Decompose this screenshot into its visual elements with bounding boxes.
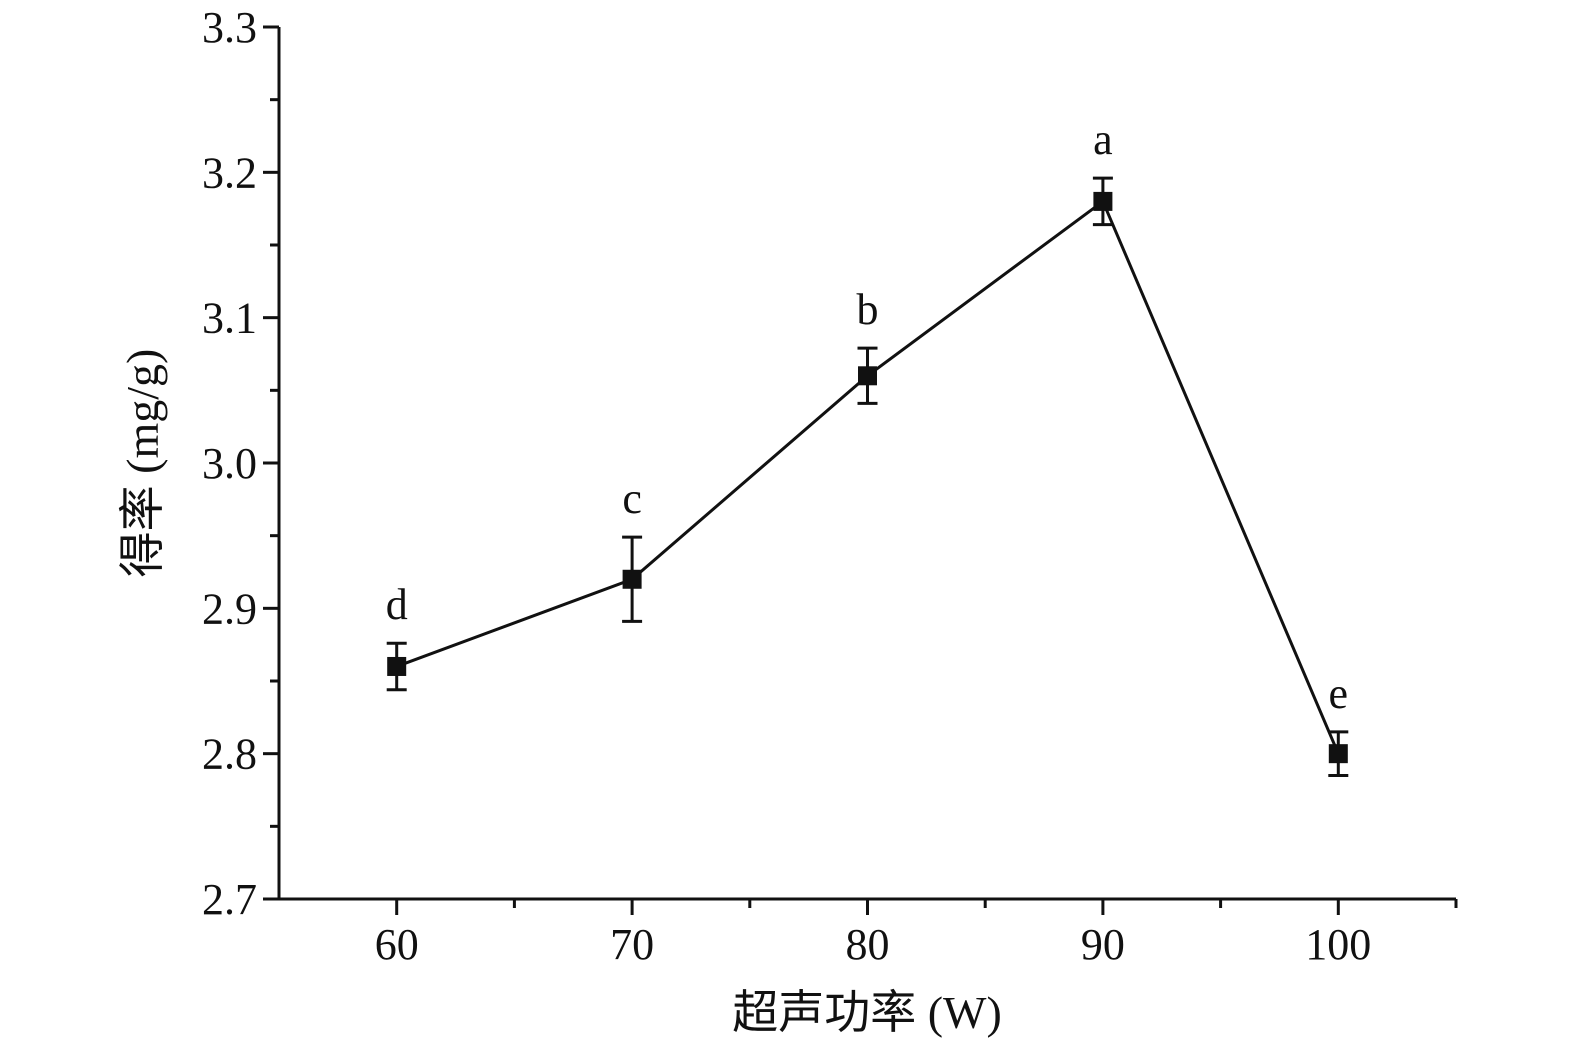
axes	[277, 27, 1456, 901]
y-tick-label: 2.9	[202, 584, 257, 633]
y-tick-label: 3.2	[202, 148, 257, 197]
data-point-marker	[1093, 191, 1113, 211]
y-tick-label: 3.0	[202, 439, 257, 488]
significance-label: e	[1329, 669, 1349, 718]
x-tick-label: 90	[1081, 920, 1125, 969]
x-tick-label: 80	[846, 920, 890, 969]
series-layer: d c b a e	[386, 115, 1349, 777]
x-ticks: 60 70 80 90 100	[375, 899, 1458, 969]
x-tick-label: 100	[1305, 920, 1371, 969]
data-point-marker	[387, 656, 407, 676]
y-tick-label: 3.1	[202, 294, 257, 343]
significance-label: b	[857, 285, 879, 334]
significance-label: d	[386, 580, 408, 629]
significance-label: a	[1093, 115, 1113, 164]
x-axis-title: 超声功率 (W)	[732, 987, 1002, 1038]
data-point-marker	[1328, 744, 1348, 764]
y-tick-label: 2.8	[202, 730, 257, 779]
data-point-marker	[858, 366, 877, 386]
y-ticks: 2.7 2.8 2.9 3.0 3.1 3.2 3.3	[202, 3, 279, 924]
x-tick-label: 60	[375, 920, 419, 969]
x-tick-label: 70	[610, 920, 654, 969]
y-axis-title: 得率 (mg/g)	[117, 349, 168, 578]
y-tick-label: 2.7	[202, 875, 257, 924]
data-point-marker	[622, 569, 642, 589]
y-tick-label: 3.3	[202, 3, 257, 52]
significance-label: c	[622, 474, 642, 523]
